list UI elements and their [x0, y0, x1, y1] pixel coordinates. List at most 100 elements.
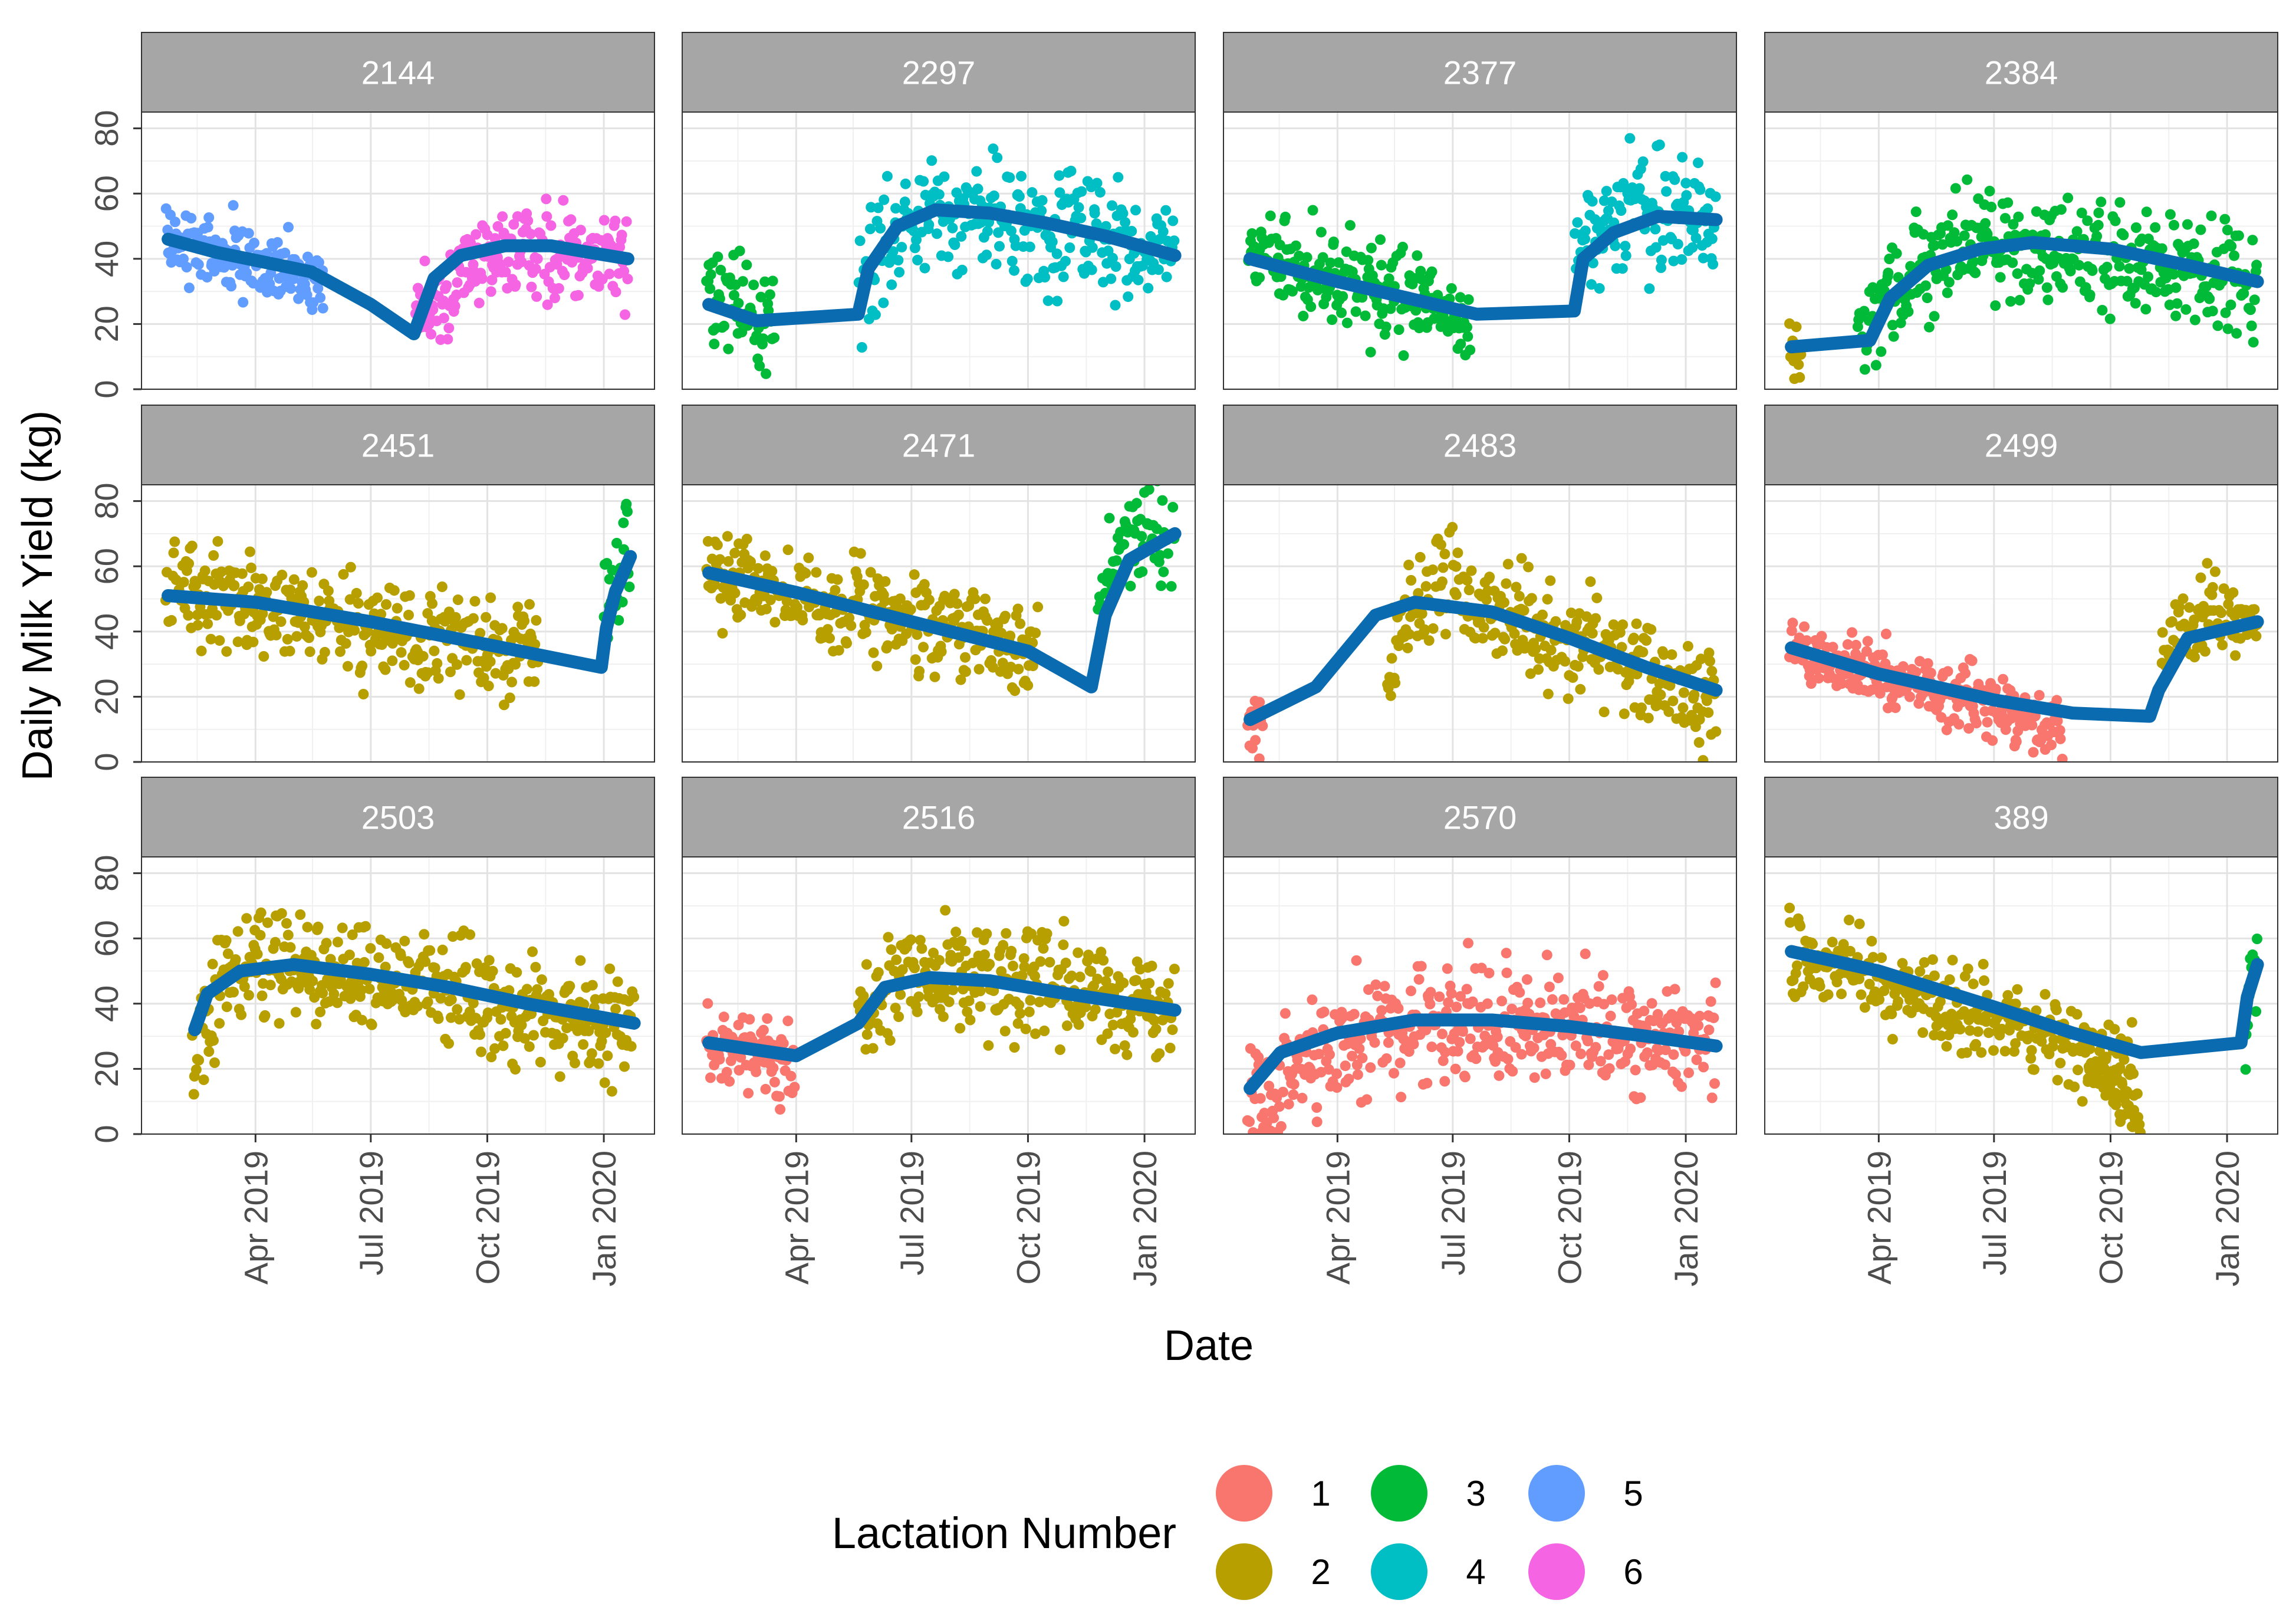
data-point	[188, 1089, 199, 1100]
data-point	[1922, 293, 1933, 304]
data-point	[1450, 1063, 1461, 1075]
data-point	[395, 950, 406, 961]
data-point	[1398, 350, 1409, 361]
data-point	[1376, 1005, 1387, 1016]
data-point	[1965, 1025, 1975, 1036]
data-point	[1383, 1037, 1394, 1048]
data-point	[1706, 1092, 1718, 1103]
data-point	[302, 922, 313, 933]
data-point	[1656, 262, 1666, 273]
data-point	[1278, 1086, 1288, 1098]
data-point	[1061, 1020, 1073, 1031]
data-point	[1461, 984, 1472, 995]
data-point	[2251, 259, 2262, 271]
data-point	[2031, 206, 2042, 217]
data-point	[1823, 989, 1834, 1000]
data-point	[2130, 298, 2141, 309]
data-point	[275, 616, 287, 627]
data-point	[2028, 747, 2039, 758]
data-point	[1936, 712, 1947, 723]
data-point	[214, 635, 225, 646]
data-point	[1564, 1060, 1575, 1070]
data-point	[2033, 274, 2044, 285]
data-point	[1117, 208, 1129, 219]
data-point	[399, 935, 410, 947]
data-point	[1552, 972, 1564, 984]
facet-panel: 2499	[1764, 405, 2278, 763]
data-point	[1121, 1049, 1133, 1060]
data-point	[892, 602, 903, 613]
fitted-curve	[162, 550, 637, 674]
data-point	[1625, 1043, 1636, 1054]
facet-panel: 2384	[1764, 32, 2278, 390]
data-point	[445, 666, 456, 678]
data-point	[495, 1014, 506, 1025]
data-point	[737, 276, 748, 287]
data-point	[960, 945, 971, 957]
x-tick-label: Apr 2019	[778, 1151, 815, 1284]
data-point	[1866, 935, 1877, 947]
data-point	[1167, 502, 1179, 512]
data-point	[392, 603, 403, 614]
data-point	[232, 926, 244, 937]
data-point	[1073, 947, 1084, 958]
data-point	[880, 576, 891, 587]
data-point	[1847, 627, 1857, 638]
data-point	[2100, 1090, 2111, 1101]
data-point	[1447, 522, 1458, 533]
data-point	[611, 538, 622, 548]
data-point	[241, 913, 252, 924]
data-point	[1668, 255, 1679, 267]
data-point	[1064, 242, 1075, 253]
data-point	[1883, 267, 1894, 278]
data-point	[485, 592, 496, 603]
facet-strip	[1764, 777, 2278, 857]
data-point	[709, 579, 721, 590]
data-point	[896, 242, 907, 253]
data-point	[216, 566, 227, 577]
data-point	[938, 1011, 949, 1022]
fitted-curve	[1785, 945, 2264, 1059]
data-point	[755, 291, 767, 303]
data-point	[425, 945, 436, 956]
data-point	[557, 1033, 568, 1044]
data-point	[1887, 320, 1898, 331]
data-point	[1024, 241, 1035, 252]
data-point	[1980, 218, 1991, 229]
data-point	[516, 1020, 527, 1031]
data-point	[1637, 156, 1649, 167]
data-point	[190, 1064, 202, 1075]
data-point	[302, 251, 313, 262]
data-point	[1827, 672, 1838, 683]
data-point	[1446, 988, 1457, 999]
data-point	[1024, 1006, 1035, 1017]
data-point	[1125, 580, 1136, 592]
data-point	[1556, 1050, 1567, 1061]
data-point	[2000, 724, 2011, 735]
data-point	[870, 309, 881, 320]
data-point	[1968, 978, 1979, 990]
data-point	[452, 1004, 463, 1015]
data-point	[347, 929, 358, 940]
data-point	[1677, 152, 1688, 163]
data-point	[1668, 1049, 1679, 1060]
data-point	[360, 921, 371, 932]
data-point	[443, 323, 455, 334]
data-point	[1971, 1039, 1981, 1050]
data-point	[1903, 306, 1914, 317]
data-point	[1677, 702, 1689, 714]
data-point	[1403, 629, 1415, 640]
y-tick-label: 80	[88, 482, 125, 519]
data-point	[1795, 921, 1806, 932]
data-point	[550, 293, 560, 304]
data-point	[1529, 1072, 1540, 1083]
data-point	[2014, 295, 2025, 305]
data-point	[2007, 257, 2018, 268]
data-point	[1499, 633, 1511, 645]
data-point	[482, 1007, 494, 1018]
data-point	[186, 540, 198, 551]
legend-key	[1528, 1465, 1585, 1522]
legend-key	[1371, 1543, 1427, 1600]
data-point	[979, 593, 991, 604]
data-point	[238, 297, 249, 308]
